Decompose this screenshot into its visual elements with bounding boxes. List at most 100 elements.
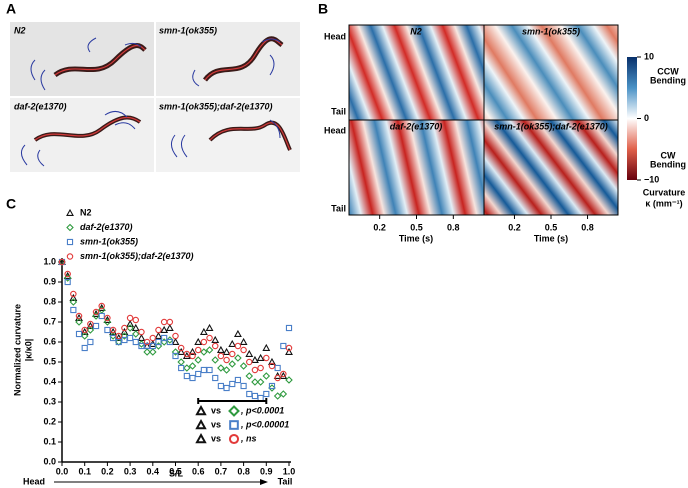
x-tick-label: 0.2 — [101, 466, 114, 476]
x-tick-label: 0.5 — [545, 222, 558, 232]
data-point — [211, 356, 220, 364]
y-label: Tail — [331, 203, 346, 213]
data-point — [114, 333, 123, 341]
data-point — [279, 371, 288, 379]
data-point — [166, 318, 174, 326]
data-point — [149, 348, 157, 356]
data-point — [205, 323, 214, 331]
data-point — [155, 338, 162, 346]
data-point — [138, 328, 145, 336]
y-tick-label: 0.2 — [43, 416, 56, 426]
panel-letter: B — [318, 1, 328, 17]
legend-marker — [66, 253, 74, 260]
data-point — [132, 316, 140, 324]
data-point — [75, 318, 83, 326]
data-point — [183, 364, 191, 372]
data-point — [206, 334, 213, 342]
colorbar-tick-label: 10 — [644, 51, 654, 61]
x-tick-label: 0.6 — [192, 466, 205, 476]
data-point — [195, 370, 202, 378]
data-point — [81, 344, 88, 352]
panel-letter: A — [6, 1, 16, 17]
data-point — [280, 342, 287, 350]
data-point — [251, 355, 259, 363]
data-point — [80, 327, 89, 335]
data-point — [194, 356, 202, 364]
data-point — [103, 315, 112, 323]
data-point — [222, 366, 231, 374]
panel-label: smn-1(ok355) — [159, 25, 217, 35]
data-point — [154, 331, 163, 339]
stats-vs: vs — [211, 419, 221, 429]
y-label: Head — [324, 31, 346, 41]
data-point — [285, 347, 293, 355]
data-point — [200, 338, 208, 346]
data-point — [86, 326, 95, 334]
x-tick-label: 0.8 — [447, 222, 460, 232]
y-tick-label: 0.8 — [43, 296, 56, 306]
x-tick-label: 0.4 — [147, 466, 160, 476]
data-point — [211, 342, 219, 350]
heatmaps — [348, 24, 619, 216]
data-point — [262, 372, 271, 380]
stats-label: , p<0.0001 — [240, 405, 284, 415]
legend-label: N2 — [80, 207, 92, 217]
stats-vs: vs — [211, 405, 221, 415]
data-point — [121, 324, 128, 332]
data-point — [63, 274, 72, 282]
x-axis-title: Time (s) — [534, 233, 568, 243]
data-point — [149, 334, 157, 342]
data-point — [234, 376, 242, 384]
data-point — [240, 382, 247, 390]
data-point — [70, 306, 77, 314]
y-tick-label: 0.6 — [43, 336, 56, 346]
data-point — [228, 339, 237, 347]
data-point — [166, 338, 173, 346]
legend-label: daf-2(e1370) — [80, 222, 133, 232]
data-point — [75, 312, 83, 320]
data-point — [182, 351, 191, 359]
panel-label: smn-1(ok355);daf-2(e1370) — [159, 101, 273, 111]
x-axis-title: S/L — [169, 468, 184, 478]
data-point — [245, 372, 254, 380]
data-point — [206, 366, 213, 374]
heatmap-label: daf-2(e1370) — [390, 121, 443, 131]
stats-marker — [228, 405, 240, 417]
data-point — [165, 323, 174, 331]
data-point — [75, 313, 83, 321]
x-tick-label: 0.5 — [410, 222, 423, 232]
data-point — [257, 364, 264, 372]
data-point — [229, 350, 236, 358]
axis-end: Tail — [278, 476, 293, 486]
data-point — [285, 376, 293, 384]
stats-marker — [195, 404, 207, 416]
y-tick-label: 0.9 — [43, 276, 56, 286]
heatmap-label: smn-1(ok355);daf-2(e1370) — [494, 121, 608, 131]
data-point — [223, 356, 230, 364]
data-point — [120, 327, 129, 335]
data-point — [177, 344, 185, 352]
y-axis-title: Normalized curvature — [12, 304, 22, 396]
data-point — [161, 334, 168, 342]
data-point — [171, 337, 180, 345]
legend-label: smn-1(ok355) — [80, 236, 138, 246]
x-tick-label: 0.8 — [581, 222, 594, 232]
data-point — [126, 324, 134, 332]
data-point — [81, 326, 88, 334]
data-point — [109, 326, 117, 334]
heatmap-label: smn-1(ok355) — [522, 26, 580, 36]
data-point — [115, 332, 123, 340]
y-label: Tail — [331, 106, 346, 116]
data-point — [246, 390, 253, 398]
stats-label: , ns — [240, 433, 257, 443]
data-point — [217, 352, 225, 360]
data-point — [97, 303, 106, 311]
data-point — [120, 332, 129, 340]
data-point — [228, 360, 237, 368]
data-point — [285, 324, 293, 332]
data-point — [216, 345, 225, 353]
data-point — [172, 332, 179, 340]
x-tick-label: 0.7 — [215, 466, 228, 476]
data-point — [285, 344, 293, 352]
